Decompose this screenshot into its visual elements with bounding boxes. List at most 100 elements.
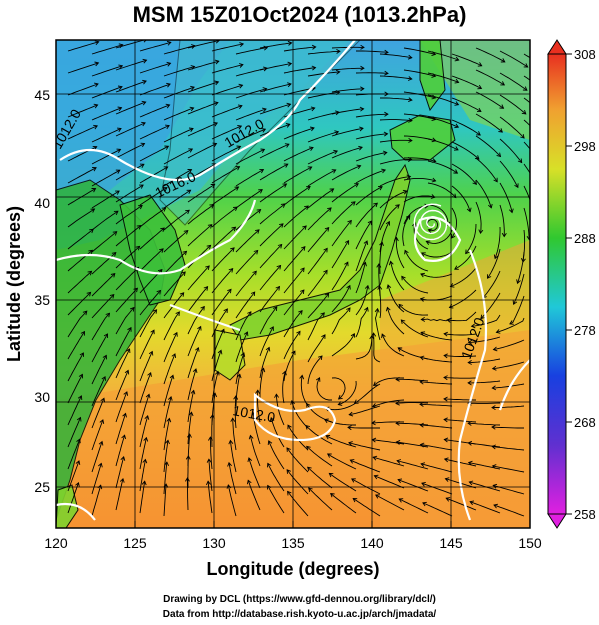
streamline-arrow [404,249,409,255]
streamline [331,88,364,93]
streamline [499,204,505,237]
streamline-arrow [323,418,329,424]
streamline [499,138,523,163]
streamline [354,383,381,404]
streamline [420,424,453,429]
streamline-arrow [420,331,426,336]
streamline-arrow [93,124,98,130]
streamline [163,189,191,209]
cyclone-spiral [413,203,448,241]
streamline [499,94,527,115]
streamline-arrow [347,425,352,431]
streamline-arrow [487,274,492,279]
streamline [163,45,195,55]
chart-title: MSM 15Z01Oct2024 (1013.2hPa) [132,2,467,27]
streamline-arrow [326,453,332,458]
streamline-arrow [159,248,164,253]
streamline [375,308,381,341]
streamline [91,313,110,341]
streamline-arrow [167,395,173,401]
streamline-arrow [467,460,473,466]
streamline-arrow [86,291,92,297]
streamline [380,97,412,101]
streamline-arrow [163,483,169,488]
streamline-arrow [141,121,146,127]
streamline [355,307,369,338]
streamline-arrow [451,233,456,239]
streamline-arrow [117,106,123,112]
streamline [523,141,530,150]
streamline-arrow [240,352,246,357]
streamline-arrow [480,314,485,320]
streamline-arrow [520,133,525,139]
streamline-arrow [166,82,171,88]
streamline-arrow [337,401,343,406]
streamline-arrow [110,272,116,278]
streamline-arrow [101,376,106,381]
streamline-arrow [287,82,292,88]
streamline [228,462,237,495]
streamline-arrow [348,441,353,446]
streamline-arrow [142,58,148,64]
streamline-arrow [99,419,105,424]
streamline [427,94,459,106]
streamline-arrow [491,365,497,371]
streamline-arrow [165,103,171,109]
streamline [139,83,171,96]
streamline [270,417,285,448]
colorbar-scale [547,53,567,515]
streamline [211,105,243,118]
streamline-arrow [94,40,100,46]
streamline [235,209,261,231]
streamline [331,146,363,159]
streamline-arrow [501,232,507,238]
streamline [347,426,380,429]
streamline [211,64,244,74]
streamline [523,185,530,201]
streamline [420,356,453,363]
streamline-arrow [371,403,377,408]
streamline [492,465,525,473]
land-kyushu [214,329,246,381]
streamline-arrow [445,497,451,502]
streamline [331,67,364,71]
streamline [307,466,333,489]
streamline-arrow [291,350,296,356]
streamline-arrow [94,61,100,67]
streamline-arrow [165,124,170,130]
streamline [91,294,115,319]
streamline-arrow [467,360,472,365]
streamline-arrow [304,205,309,210]
streamline-arrow [443,457,449,463]
streamline-arrow [236,373,242,379]
streamline [187,224,213,247]
streamline [372,439,405,445]
streamline [374,475,405,489]
streamline-arrow [92,145,98,151]
streamline [235,88,267,99]
streamline-arrow [143,436,149,442]
streamline-arrow [213,101,219,106]
streamline-arrow [354,183,359,188]
streamline [444,355,477,357]
x-tick-label: 140 [360,535,384,551]
streamline [211,414,213,448]
streamline [331,220,352,247]
streamline-arrow [118,64,124,70]
streamline [451,207,457,239]
streamline-arrow [187,433,192,438]
streamline [396,422,429,426]
streamline-arrow [325,435,331,440]
streamline-arrow [324,226,330,232]
streamline [211,166,240,184]
streamline-arrow [290,400,296,405]
streamline-arrow [141,100,147,106]
y-axis-title: Latitude (degrees) [4,206,24,362]
streamline [115,184,144,203]
streamline-arrow [237,125,243,130]
streamline-arrow [165,439,170,445]
streamline [426,229,453,244]
streamline [259,265,281,291]
streamline-arrow [234,186,240,191]
streamline-arrow [287,61,293,67]
